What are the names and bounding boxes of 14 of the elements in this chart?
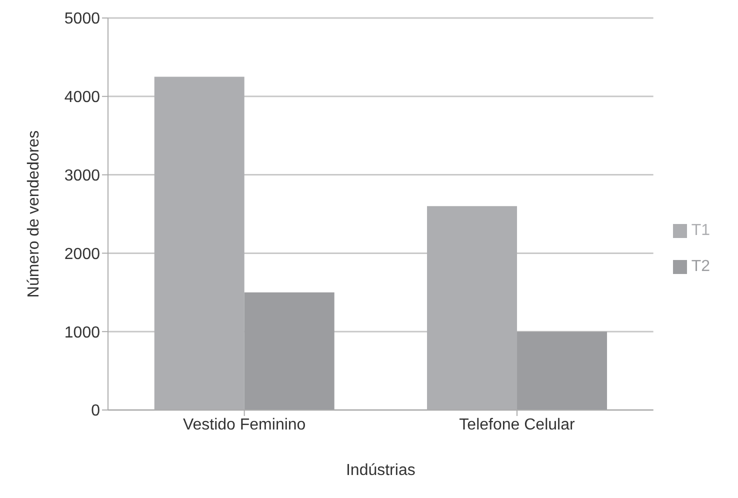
legend-label: T2 — [691, 258, 710, 275]
x-axis-title: Indústrias — [346, 462, 416, 479]
bar — [517, 332, 608, 410]
y-tick-label: 2000 — [64, 246, 100, 263]
y-tick-label: 3000 — [64, 167, 100, 184]
x-tick-label: Vestido Feminino — [182, 416, 306, 434]
y-axis-title: Número de vendedores — [26, 130, 43, 298]
x-tick-label: Telefone Celular — [459, 416, 576, 434]
bar — [244, 292, 334, 410]
y-tick-label: 4000 — [64, 89, 100, 106]
legend-label: T1 — [691, 222, 710, 239]
y-tick-label: 0 — [91, 402, 100, 420]
y-tick-label: 5000 — [64, 10, 100, 28]
y-tick-label: 1000 — [64, 324, 100, 342]
